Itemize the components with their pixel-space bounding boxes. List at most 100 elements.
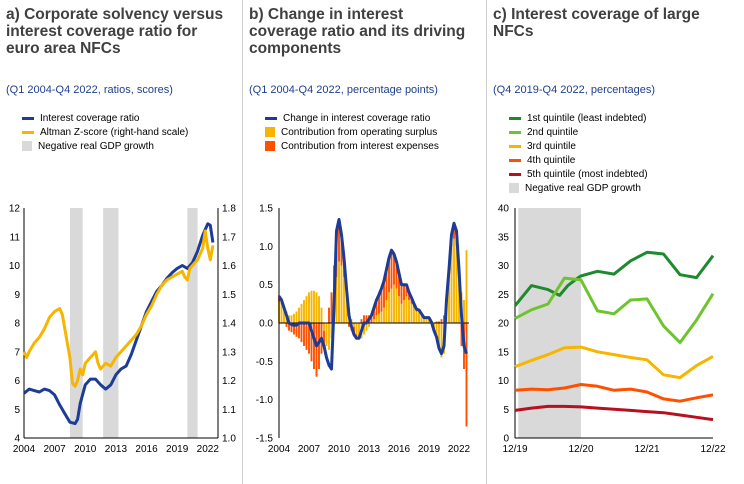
bar-interest-40 bbox=[378, 294, 380, 314]
bar-interest-65 bbox=[440, 319, 443, 323]
legend-label-q4: 4th quintile bbox=[527, 154, 576, 166]
y2-tick-label-1.8: 1.8 bbox=[222, 204, 236, 215]
legend-label-icr: Interest coverage ratio bbox=[40, 112, 140, 124]
legend-item-q2: 2nd quintile bbox=[509, 125, 648, 139]
legend-swatch-zscore bbox=[22, 130, 34, 134]
bar-surplus-53 bbox=[410, 303, 413, 323]
legend-item-interest: Contribution from interest expenses bbox=[265, 139, 439, 153]
y-tick-label-35: 35 bbox=[498, 232, 510, 243]
panel-b: b) Change in interest coverage ratio and… bbox=[242, 0, 486, 484]
y2-tick-label-1.6: 1.6 bbox=[222, 261, 236, 272]
x-tick-label-2010: 2010 bbox=[328, 444, 351, 455]
x-tick-label-2004: 2004 bbox=[268, 444, 291, 455]
bar-interest-44 bbox=[388, 257, 390, 293]
legend-label-interest: Contribution from interest expenses bbox=[281, 140, 439, 152]
bar-surplus-52 bbox=[408, 300, 410, 323]
y-tick-label-0.0: 0.0 bbox=[259, 319, 273, 330]
bar-surplus-43 bbox=[385, 300, 388, 323]
y-tick-label-6: 6 bbox=[14, 376, 20, 387]
bar-surplus-2 bbox=[283, 307, 285, 323]
panel-b-subtitle: (Q1 2004-Q4 2022, percentage points) bbox=[249, 84, 438, 96]
bar-surplus-23 bbox=[335, 277, 338, 323]
bar-surplus-68 bbox=[448, 277, 450, 323]
bar-interest-16 bbox=[318, 323, 320, 369]
bar-interest-63 bbox=[435, 321, 438, 323]
legend-label-q1: 1st quintile (least indebted) bbox=[527, 112, 647, 124]
bar-interest-38 bbox=[373, 307, 375, 320]
legend-swatch-q3 bbox=[509, 144, 521, 148]
legend-item-q4: 4th quintile bbox=[509, 153, 648, 167]
bar-surplus-16 bbox=[318, 296, 320, 323]
series-line-0 bbox=[23, 222, 215, 426]
y-tick-label-10: 10 bbox=[498, 376, 510, 387]
legend-label-gdp: Negative real GDP growth bbox=[38, 140, 154, 152]
y-tick-label-0: 0 bbox=[503, 434, 509, 445]
bar-surplus-21 bbox=[330, 323, 333, 339]
bar-interest-15 bbox=[315, 323, 318, 377]
x-tick-label-2013: 2013 bbox=[105, 444, 128, 455]
bar-interest-37 bbox=[370, 315, 373, 323]
bar-surplus-10 bbox=[303, 300, 305, 323]
bar-surplus-63 bbox=[435, 323, 438, 339]
bar-interest-41 bbox=[380, 288, 383, 312]
bar-interest-64 bbox=[438, 321, 440, 323]
x-tick-label-2016: 2016 bbox=[388, 444, 411, 455]
bar-surplus-38 bbox=[373, 319, 375, 323]
y-tick-label-20: 20 bbox=[498, 319, 510, 330]
bar-surplus-19 bbox=[325, 323, 328, 346]
chart-a: 4 5 6 7 8 9 10 11 12 1.0 1.1 1.2 1.3 1.4 1.5 1.6 1.7 1.8 2… bbox=[9, 204, 236, 456]
bar-interest-39 bbox=[375, 300, 378, 316]
legend-label-q3: 3rd quintile bbox=[527, 140, 576, 152]
bar-interest-10 bbox=[303, 323, 305, 346]
legend-label-change: Change in interest coverage ratio bbox=[283, 112, 431, 124]
y-tick-label-1.5: 1.5 bbox=[259, 204, 273, 215]
bar-surplus-41 bbox=[380, 311, 383, 323]
legend-label-q2: 2nd quintile bbox=[527, 126, 579, 138]
bar-interest-6 bbox=[293, 323, 295, 335]
bar-surplus-31 bbox=[355, 323, 358, 335]
x-tick-label-0: 12/19 bbox=[502, 444, 527, 455]
bar-interest-18 bbox=[323, 330, 325, 346]
legend-item-surplus: Contribution from operating surplus bbox=[265, 125, 439, 139]
bar-surplus-48 bbox=[398, 296, 400, 323]
bar-surplus-7 bbox=[295, 311, 298, 323]
legend-item-zscore: Altman Z-score (right-hand scale) bbox=[22, 125, 188, 139]
bar-surplus-12 bbox=[308, 292, 310, 323]
bar-surplus-42 bbox=[383, 307, 385, 323]
recession-band-2 bbox=[187, 208, 198, 438]
legend-item-change: Change in interest coverage ratio bbox=[265, 111, 439, 125]
bar-surplus-55 bbox=[415, 311, 418, 323]
x-tick-label-2007: 2007 bbox=[298, 444, 321, 455]
y-tick-label-10: 10 bbox=[9, 261, 21, 272]
bar-surplus-34 bbox=[363, 323, 365, 335]
bar-surplus-30 bbox=[353, 323, 355, 327]
bar-interest-21 bbox=[330, 292, 333, 323]
chart-c: 0 5 10 15 20 25 30 35 40 12/19 12/20 12/21 12/22 bbox=[498, 204, 726, 456]
y-tick-label-0.5: 0.5 bbox=[259, 280, 273, 291]
y-tick-label-12: 12 bbox=[9, 204, 21, 215]
bar-surplus-51 bbox=[405, 296, 408, 323]
bar-surplus-13 bbox=[310, 290, 313, 323]
bar-interest-14 bbox=[313, 323, 315, 369]
bar-surplus-49 bbox=[400, 303, 403, 323]
bar-surplus-50 bbox=[403, 300, 405, 323]
bar-surplus-26 bbox=[343, 277, 345, 323]
chart-b: -1.5 -1.0 -0.5 0.0 0.5 1.0 1.5 2004 2007 2010 2013… bbox=[256, 204, 471, 456]
series-line-q1 bbox=[513, 250, 715, 307]
bar-surplus-32 bbox=[358, 323, 360, 339]
y-tick-label-40: 40 bbox=[498, 204, 510, 215]
panel-a-subtitle: (Q1 2004-Q4 2022, ratios, scores) bbox=[6, 84, 173, 96]
legend-item-q1: 1st quintile (least indebted) bbox=[509, 111, 648, 125]
bar-interest-43 bbox=[385, 269, 388, 300]
panel-c: c) Interest coverage of large NFCs (Q4 2… bbox=[486, 0, 744, 484]
legend-swatch-q5 bbox=[509, 172, 521, 176]
bar-surplus-75 bbox=[465, 250, 468, 323]
panel-a-legend: Interest coverage ratio Altman Z-score (… bbox=[22, 111, 188, 153]
bar-surplus-57 bbox=[420, 315, 423, 323]
bar-interest-9 bbox=[300, 323, 303, 343]
series-line-q2 bbox=[514, 276, 715, 345]
bar-interest-20 bbox=[328, 307, 330, 323]
y-tick-label-4: 4 bbox=[14, 434, 20, 445]
y2-tick-label-1.0: 1.0 bbox=[222, 434, 236, 445]
bar-interest-70 bbox=[453, 223, 455, 239]
